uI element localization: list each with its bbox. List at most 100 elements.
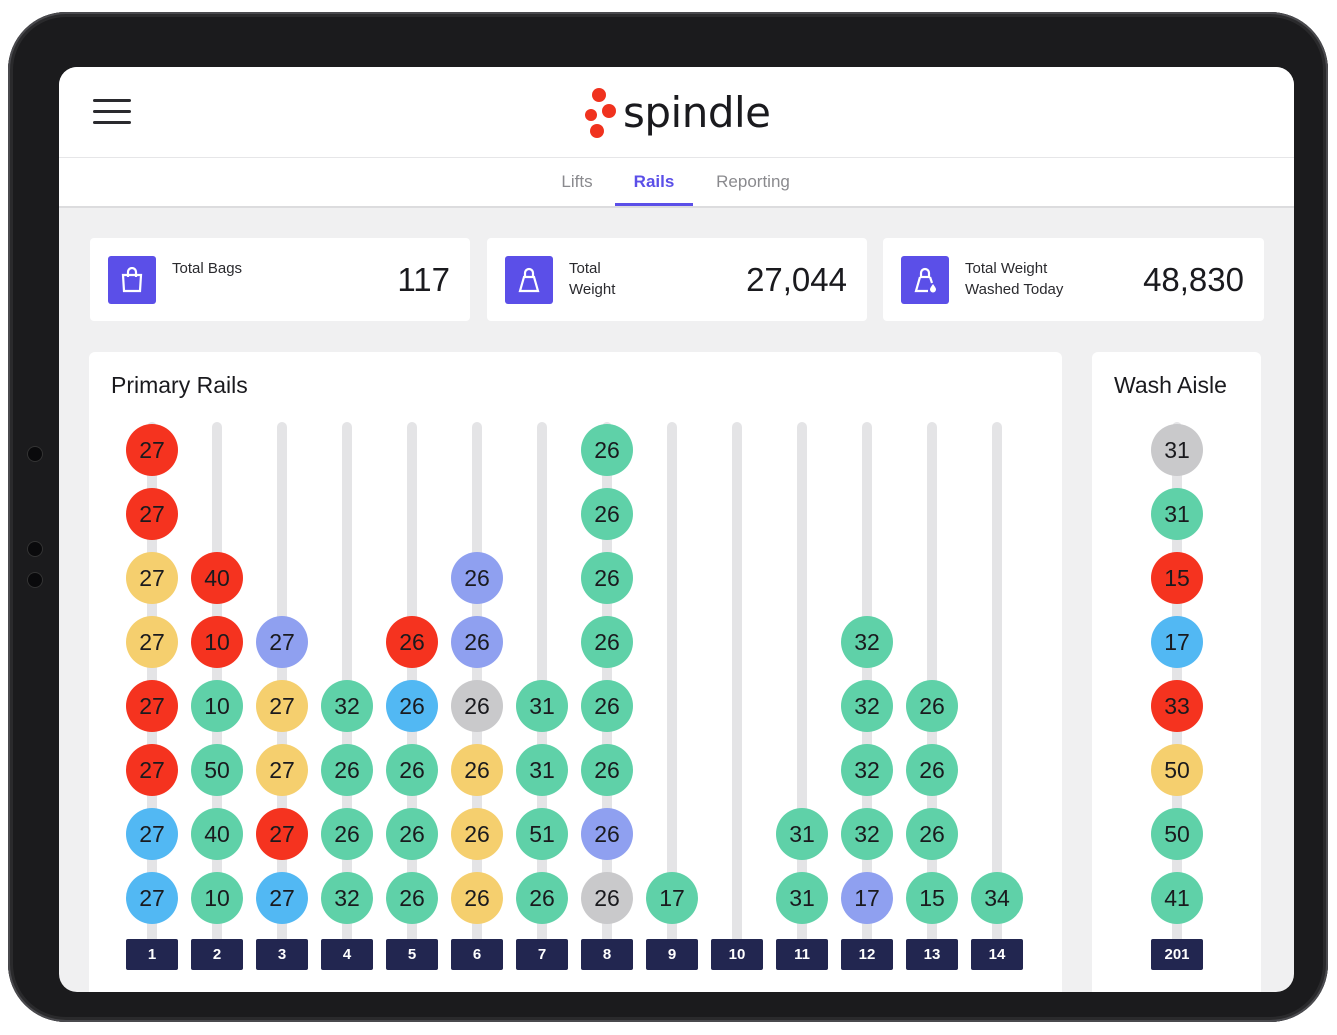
bag-marker[interactable]: 27 [126, 552, 178, 604]
bag-marker[interactable]: 26 [451, 872, 503, 924]
bag-marker[interactable]: 10 [191, 616, 243, 668]
bag-marker[interactable]: 27 [256, 744, 308, 796]
bag-marker[interactable]: 26 [386, 744, 438, 796]
bag-marker[interactable]: 50 [1151, 808, 1203, 860]
bag-marker[interactable]: 51 [516, 808, 568, 860]
bag-marker[interactable]: 33 [1151, 680, 1203, 732]
bag-marker[interactable]: 26 [451, 616, 503, 668]
hamburger-menu-icon[interactable] [93, 99, 131, 125]
stat-card-washed-today: Total Weight Washed Today 48,830 [883, 238, 1264, 321]
bag-marker[interactable]: 17 [1151, 616, 1203, 668]
bag-marker[interactable]: 50 [191, 744, 243, 796]
rail-number-label[interactable]: 11 [776, 939, 828, 970]
bag-marker[interactable]: 26 [906, 680, 958, 732]
rail-track [992, 422, 1002, 952]
bag-marker[interactable]: 26 [321, 808, 373, 860]
rail-number-label[interactable]: 9 [646, 939, 698, 970]
rail-number-label[interactable]: 6 [451, 939, 503, 970]
spindle-logo-icon [585, 88, 616, 138]
rail-number-label[interactable]: 7 [516, 939, 568, 970]
rail-number-label[interactable]: 8 [581, 939, 633, 970]
bag-marker[interactable]: 15 [1151, 552, 1203, 604]
rail-track [732, 422, 742, 952]
bag-marker[interactable]: 27 [126, 616, 178, 668]
rail-number-label[interactable]: 12 [841, 939, 893, 970]
bag-marker[interactable]: 15 [906, 872, 958, 924]
bag-marker[interactable]: 26 [321, 744, 373, 796]
bag-marker[interactable]: 26 [581, 808, 633, 860]
bag-marker[interactable]: 26 [386, 680, 438, 732]
tab-lifts[interactable]: Lifts [561, 172, 593, 191]
bag-marker[interactable]: 27 [256, 616, 308, 668]
bag-marker[interactable]: 27 [126, 872, 178, 924]
bag-marker[interactable]: 26 [516, 872, 568, 924]
bag-marker[interactable]: 26 [581, 488, 633, 540]
bag-marker[interactable]: 32 [841, 616, 893, 668]
bag-marker[interactable]: 32 [841, 808, 893, 860]
bag-marker[interactable]: 26 [581, 616, 633, 668]
panel-title: Wash Aisle [1114, 372, 1227, 398]
tab-rails[interactable]: Rails [615, 158, 693, 206]
side-sensor [28, 573, 42, 587]
bag-marker[interactable]: 26 [451, 680, 503, 732]
bag-marker[interactable]: 32 [321, 872, 373, 924]
bag-marker[interactable]: 31 [1151, 488, 1203, 540]
bag-marker[interactable]: 17 [841, 872, 893, 924]
stat-value: 27,044 [746, 261, 847, 298]
rail-number-label[interactable]: 5 [386, 939, 438, 970]
bag-marker[interactable]: 32 [321, 680, 373, 732]
rail-number-label[interactable]: 3 [256, 939, 308, 970]
tab-bar: Lifts Rails Reporting [59, 158, 1294, 208]
bag-marker[interactable]: 27 [126, 488, 178, 540]
bag-marker[interactable]: 26 [451, 552, 503, 604]
bag-marker[interactable]: 32 [841, 744, 893, 796]
tab-reporting[interactable]: Reporting [716, 172, 790, 191]
bag-marker[interactable]: 40 [191, 808, 243, 860]
side-sensor [28, 447, 42, 461]
rail-number-label[interactable]: 14 [971, 939, 1023, 970]
bag-marker[interactable]: 27 [256, 808, 308, 860]
side-sensor [28, 542, 42, 556]
rail-number-label[interactable]: 4 [321, 939, 373, 970]
bag-marker[interactable]: 26 [581, 680, 633, 732]
rail-number-label[interactable]: 10 [711, 939, 763, 970]
bag-marker[interactable]: 10 [191, 680, 243, 732]
bag-marker[interactable]: 26 [581, 872, 633, 924]
bag-marker[interactable]: 31 [516, 680, 568, 732]
bag-marker[interactable]: 31 [1151, 424, 1203, 476]
bag-marker[interactable]: 26 [451, 808, 503, 860]
bag-marker[interactable]: 27 [256, 872, 308, 924]
bag-marker[interactable]: 31 [516, 744, 568, 796]
bag-marker[interactable]: 31 [776, 872, 828, 924]
rail-number-label[interactable]: 13 [906, 939, 958, 970]
app-screen: spindle Lifts Rails Reporting Total Bags… [59, 67, 1294, 992]
primary-rails-panel: Primary Rails 27 27 27 27 27 27 27 27 1 40 10 10 50 4… [89, 352, 1062, 992]
bag-marker[interactable]: 10 [191, 872, 243, 924]
spindle-logo: spindle [583, 85, 783, 141]
bag-marker[interactable]: 26 [386, 872, 438, 924]
bag-marker[interactable]: 26 [906, 744, 958, 796]
bag-marker[interactable]: 31 [776, 808, 828, 860]
bag-marker[interactable]: 34 [971, 872, 1023, 924]
bag-marker[interactable]: 50 [1151, 744, 1203, 796]
bag-marker[interactable]: 27 [126, 808, 178, 860]
bag-marker[interactable]: 26 [386, 808, 438, 860]
bag-marker[interactable]: 17 [646, 872, 698, 924]
bag-marker[interactable]: 26 [581, 552, 633, 604]
bag-marker[interactable]: 27 [126, 744, 178, 796]
bag-marker[interactable]: 26 [581, 424, 633, 476]
bag-marker[interactable]: 41 [1151, 872, 1203, 924]
stat-label: Total Weight Washed Today [965, 260, 1064, 298]
bag-marker[interactable]: 27 [126, 424, 178, 476]
bag-marker[interactable]: 26 [581, 744, 633, 796]
rail-number-label[interactable]: 1 [126, 939, 178, 970]
bag-marker[interactable]: 26 [906, 808, 958, 860]
rail-number-label[interactable]: 201 [1151, 939, 1203, 970]
bag-marker[interactable]: 27 [126, 680, 178, 732]
bag-marker[interactable]: 27 [256, 680, 308, 732]
bag-marker[interactable]: 26 [386, 616, 438, 668]
bag-marker[interactable]: 26 [451, 744, 503, 796]
bag-marker[interactable]: 32 [841, 680, 893, 732]
rail-number-label[interactable]: 2 [191, 939, 243, 970]
bag-marker[interactable]: 40 [191, 552, 243, 604]
